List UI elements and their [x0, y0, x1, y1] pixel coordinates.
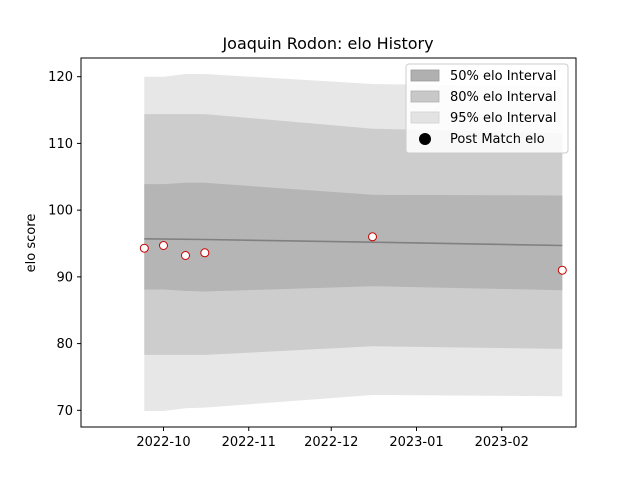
post-match-point-6 [557, 265, 567, 275]
y-tick-label-120: 120 [48, 70, 73, 85]
y-tick-label-80: 80 [56, 337, 73, 352]
chart-title: Joaquin Rodon: elo History [221, 34, 433, 53]
post-match-point-3 [181, 251, 190, 260]
x-tick-label-2022-10: 2022-10 [136, 435, 190, 450]
mean-elo-line-group [144, 238, 563, 247]
legend-swatch-95 [410, 111, 440, 124]
post-match-point-4 [200, 248, 210, 258]
y-tick-label-100: 100 [48, 204, 73, 219]
legend-box [405, 63, 569, 154]
post-match-point-1 [139, 243, 149, 253]
post-match-point-5 [368, 232, 377, 242]
y-tick-label-70: 70 [56, 404, 73, 419]
x-tick-label-2023-02: 2023-02 [475, 435, 529, 450]
legend-swatch-50 [410, 69, 440, 82]
x-tick-label-2022-12: 2022-12 [304, 435, 358, 450]
chart-legend: 50% elo Interval 80% elo Interval 95% el… [405, 63, 569, 154]
plot-area [139, 74, 567, 411]
legend-label-50: 50% elo Interval [450, 69, 557, 84]
y-axis-ticks: 70 80 90 100 110 120 [48, 70, 81, 419]
x-axis-ticks: 2022-10 2022-11 2022-12 2023-01 2023-02 [136, 427, 529, 450]
legend-label-80: 80% elo Interval [450, 90, 557, 105]
mean-elo-line [144, 238, 563, 247]
y-axis-label: elo score [24, 214, 39, 273]
legend-swatch-80 [410, 90, 440, 103]
legend-label-post-match: Post Match elo [450, 132, 545, 147]
axes-frame [80, 57, 577, 428]
legend-marker-post-match [419, 133, 431, 145]
legend-label-95: 95% elo Interval [450, 111, 557, 126]
band-50-elo-interval [144, 182, 563, 292]
x-tick-label-2022-11: 2022-11 [222, 435, 276, 450]
post-match-point-2 [159, 241, 168, 250]
y-tick-label-90: 90 [56, 270, 73, 285]
y-tick-label-110: 110 [48, 137, 73, 152]
post-match-points [139, 232, 567, 275]
x-tick-label-2023-01: 2023-01 [389, 435, 443, 450]
